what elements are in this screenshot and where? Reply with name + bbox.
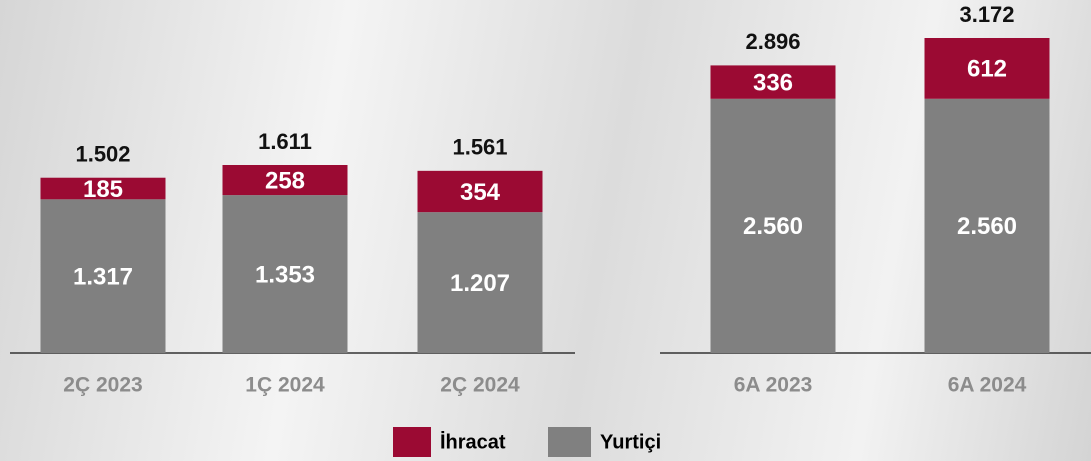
value-label: 258 [265, 167, 305, 194]
value-label: 2.560 [957, 213, 1017, 240]
x-tick-label: 2Ç 2024 [440, 374, 520, 397]
bar-segment [924, 38, 1050, 99]
value-label: 1.353 [255, 261, 315, 288]
bar-segment [40, 199, 166, 353]
bar-segment [710, 98, 836, 353]
legend-label: Yurtiçi [600, 431, 661, 453]
value-label: 354 [460, 179, 501, 206]
value-label: 1.317 [73, 263, 133, 290]
total-label: 1.611 [258, 129, 312, 154]
value-label: 336 [753, 69, 793, 96]
total-label: 1.502 [75, 142, 130, 167]
legend-label: İhracat [440, 430, 506, 453]
bar-segment [417, 212, 543, 353]
total-label: 2.896 [745, 29, 800, 54]
x-tick-label: 6A 2023 [734, 374, 813, 397]
bar-segment [222, 165, 348, 196]
x-tick-label: 6A 2024 [948, 374, 1027, 397]
value-label: 1.207 [450, 270, 510, 297]
bar-segment [40, 177, 166, 200]
bar-segment [710, 65, 836, 99]
bar-segment [222, 195, 348, 353]
bar-segment [924, 98, 1050, 353]
value-label: 2.560 [743, 213, 803, 240]
value-label: 612 [967, 56, 1007, 83]
legend-swatch [393, 427, 431, 457]
total-label: 3.172 [959, 2, 1014, 27]
bar-segment [417, 170, 543, 213]
value-label: 185 [83, 176, 123, 203]
total-label: 1.561 [452, 135, 507, 160]
x-tick-label: 2Ç 2023 [63, 374, 142, 397]
x-tick-label: 1Ç 2024 [245, 374, 325, 397]
legend-swatch [548, 427, 591, 457]
